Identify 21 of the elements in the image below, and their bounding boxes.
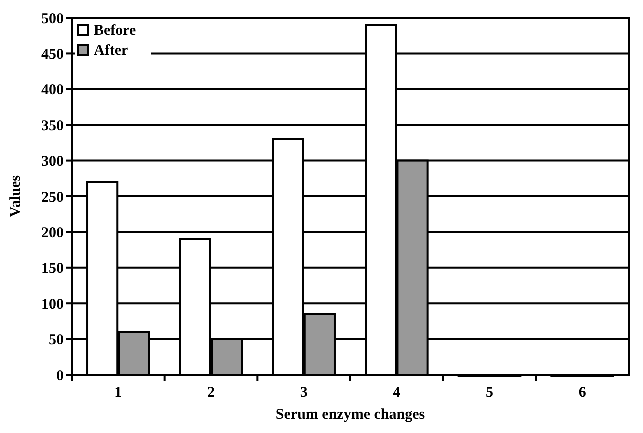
x-tick-label: 6 bbox=[578, 385, 587, 401]
legend-label: Before bbox=[94, 23, 137, 39]
y-tick-label: 500 bbox=[42, 11, 64, 28]
y-tick-label: 300 bbox=[42, 154, 64, 170]
y-tick-label: 450 bbox=[42, 46, 64, 63]
x-tick-label: 3 bbox=[300, 385, 308, 401]
y-tick-label: 350 bbox=[42, 118, 64, 134]
x-tick-label: 5 bbox=[486, 385, 494, 401]
y-axis-title: Values bbox=[8, 175, 24, 218]
y-tick-label: 50 bbox=[49, 332, 64, 349]
legend-label: After bbox=[94, 43, 128, 59]
y-tick-label: 250 bbox=[42, 190, 64, 206]
y-tick-label: 100 bbox=[42, 296, 64, 313]
x-axis-title: Serum enzyme changes bbox=[276, 407, 426, 423]
y-tick-label: 400 bbox=[42, 82, 64, 99]
x-tick-label: 2 bbox=[208, 385, 215, 401]
y-tick-label: 200 bbox=[42, 225, 64, 242]
x-tick-label: 1 bbox=[114, 385, 122, 401]
y-tick-label: 0 bbox=[56, 368, 64, 384]
y-tick-label: 150 bbox=[42, 261, 64, 278]
x-tick-label: 4 bbox=[393, 385, 402, 401]
